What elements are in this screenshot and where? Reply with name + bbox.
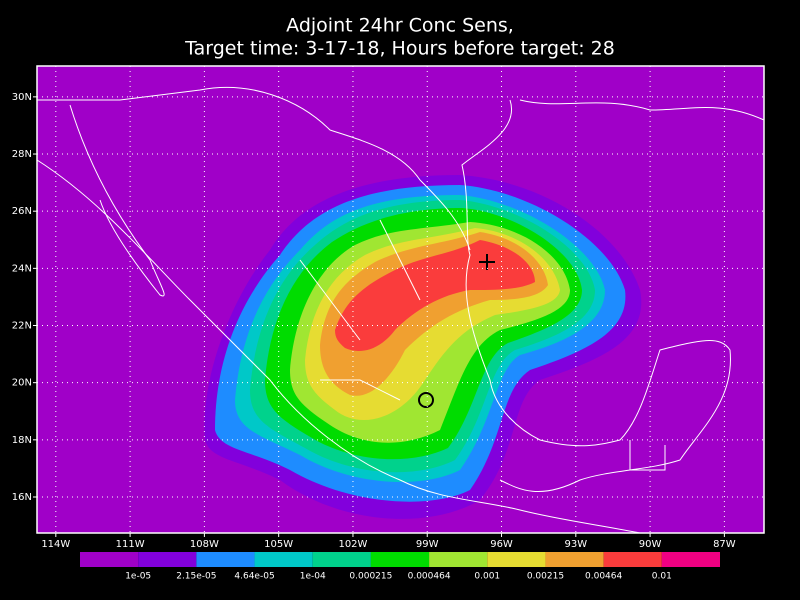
colorbar-box: [603, 552, 662, 567]
colorbar-label: 1e-04: [300, 572, 326, 582]
axes: 114W 111W 108W 105W 102W 99W 96W 93W 90W 87W 16N 18…: [12, 92, 736, 550]
colorbar-label: 0.001: [474, 572, 500, 582]
colorbar-box: [370, 552, 430, 567]
colorbar-label: 2.15e-05: [176, 572, 216, 582]
plot-frame: [36, 65, 765, 534]
colorbar-box: [138, 552, 197, 567]
x-tick-label: 93W: [564, 539, 587, 550]
coastlines: [36, 86, 765, 534]
colorbar-box: [196, 552, 255, 567]
x-tick-label: 102W: [338, 539, 367, 550]
x-tick-label: 99W: [416, 539, 439, 550]
x-tick-label: 96W: [490, 539, 513, 550]
x-tick-label: 87W: [713, 539, 736, 550]
colorbar-box: [661, 552, 720, 567]
sensitivity-field: [204, 175, 642, 519]
colorbar-label: 0.01: [652, 572, 672, 582]
grid: [37, 66, 764, 533]
contour: [335, 240, 535, 351]
colorbar: 1e-05 2.15e-05 4.64e-05 1e-04 0.000215 0.0004…: [80, 552, 720, 582]
title-line-2: Target time: 3-17-18, Hours before targe…: [184, 38, 615, 60]
x-tick-label: 114W: [41, 539, 70, 550]
y-tick-label: 16N: [12, 492, 32, 503]
coastline: [461, 99, 731, 493]
y-tick-label: 20N: [12, 378, 32, 389]
y-tick-label: 30N: [12, 92, 32, 103]
colorbar-label: 4.64e-05: [234, 572, 274, 582]
title-line-1: Adjoint 24hr Conc Sens,: [286, 15, 514, 37]
y-tick-label: 28N: [12, 149, 32, 160]
y-tick-label: 24N: [12, 263, 32, 274]
colorbar-box: [429, 552, 488, 567]
x-tick-label: 90W: [639, 539, 662, 550]
colorbar-label: 0.00464: [585, 572, 622, 582]
coastline: [69, 104, 165, 297]
colorbar-box: [254, 552, 313, 567]
target-marker: [479, 254, 495, 270]
source-marker: [418, 392, 434, 408]
markers: [418, 254, 495, 408]
colorbar-label: 1e-05: [125, 572, 151, 582]
y-tick-label: 22N: [12, 321, 32, 332]
coastline: [519, 99, 765, 121]
y-tick-label: 26N: [12, 206, 32, 217]
border: [299, 219, 666, 471]
colorbar-label: 0.00215: [527, 572, 564, 582]
colorbar-label: 0.000464: [408, 572, 451, 582]
y-tick-label: 18N: [12, 435, 32, 446]
coastline: [36, 159, 641, 534]
x-tick-label: 111W: [116, 539, 145, 550]
colorbar-box: [545, 552, 604, 567]
colorbar-label: 0.000215: [349, 572, 392, 582]
colorbar-box: [487, 552, 546, 567]
colorbar-box: [80, 552, 139, 567]
coastline: [37, 86, 471, 251]
x-tick-label: 105W: [264, 539, 293, 550]
colorbar-box: [312, 552, 371, 567]
x-tick-label: 108W: [190, 539, 219, 550]
